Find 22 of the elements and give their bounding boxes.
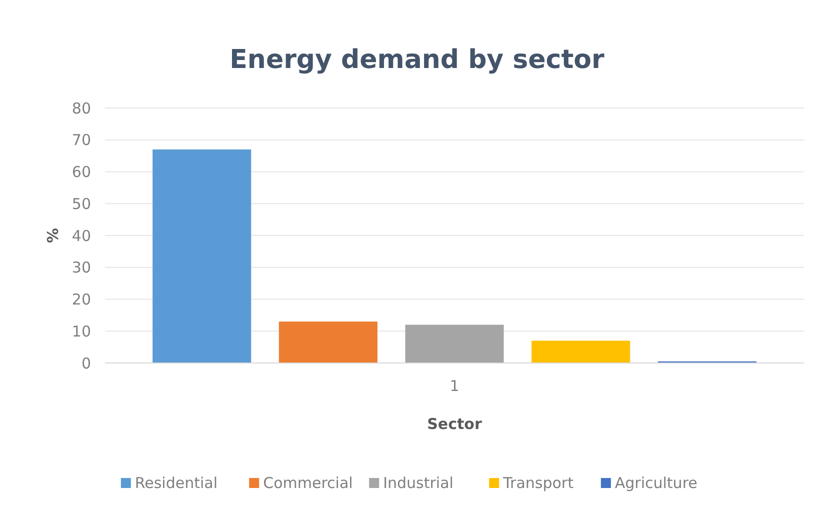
y-tick-label: 80 — [72, 99, 91, 118]
legend-label: Transport — [502, 474, 574, 492]
bar — [278, 322, 378, 363]
bar — [532, 340, 630, 363]
y-tick-label: 10 — [72, 322, 91, 340]
legend-label: Residential — [134, 474, 218, 492]
y-tick-label: 30 — [72, 258, 91, 277]
y-tick-label: 40 — [72, 226, 91, 245]
x-axis-title: Sector — [427, 415, 482, 433]
x-tick-label: 1 — [450, 377, 460, 395]
y-tick-label: 60 — [72, 163, 91, 181]
y-tick-label: 50 — [72, 194, 91, 213]
bar — [405, 324, 504, 363]
chart-title: Energy demand by sector — [230, 45, 604, 75]
legend-label: Commercial — [263, 474, 353, 492]
y-tick-label: 0 — [81, 354, 91, 372]
y-tick-label: 20 — [72, 290, 91, 308]
y-axis-title: % — [44, 228, 62, 244]
legend-label: Agriculture — [614, 474, 698, 492]
legend-label: Industrial — [383, 474, 454, 492]
bar — [152, 149, 252, 363]
y-tick-label: 70 — [72, 131, 91, 150]
